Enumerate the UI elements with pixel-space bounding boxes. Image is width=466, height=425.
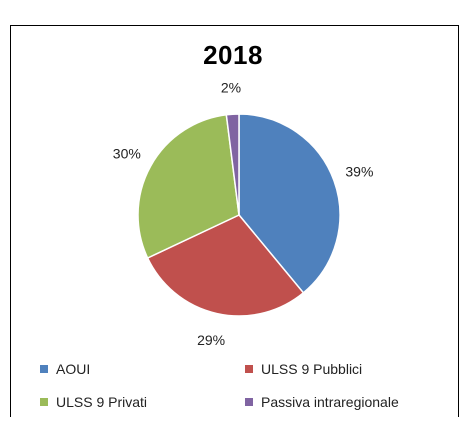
legend-label-ulss9-privati: ULSS 9 Privati xyxy=(56,394,148,410)
pie-slice-passiva-intraregionale xyxy=(225,113,240,216)
legend-label-passiva-intraregionale: Passiva intraregionale xyxy=(261,394,399,410)
legend-item-ulss9-pubblici: ULSS 9 Pubblici xyxy=(245,361,362,377)
data-label-ulss9-pubblici: 29% xyxy=(197,332,225,348)
legend-swatch-aoui xyxy=(40,365,48,373)
data-label-ulss9-privati: 30% xyxy=(113,145,141,161)
legend-item-aoui: AOUI xyxy=(40,361,90,377)
legend-swatch-passiva-intraregionale xyxy=(245,398,253,406)
pie-slice-ulss9-privati xyxy=(137,113,240,259)
legend-label-ulss9-pubblici: ULSS 9 Pubblici xyxy=(261,361,363,377)
legend-swatch-ulss9-pubblici xyxy=(245,365,253,373)
chart-title: 2018 xyxy=(203,40,263,70)
legend-swatch-ulss9-privati xyxy=(40,398,48,406)
data-label-passiva-intraregionale: 2% xyxy=(221,79,241,95)
data-label-aoui: 39% xyxy=(345,164,373,180)
pie-slice-aoui xyxy=(238,113,341,294)
legend-item-ulss9-privati: ULSS 9 Privati xyxy=(40,394,147,410)
legend-item-passiva-intraregionale: Passiva intraregionale xyxy=(245,394,399,410)
legend-label-aoui: AOUI xyxy=(56,361,91,377)
